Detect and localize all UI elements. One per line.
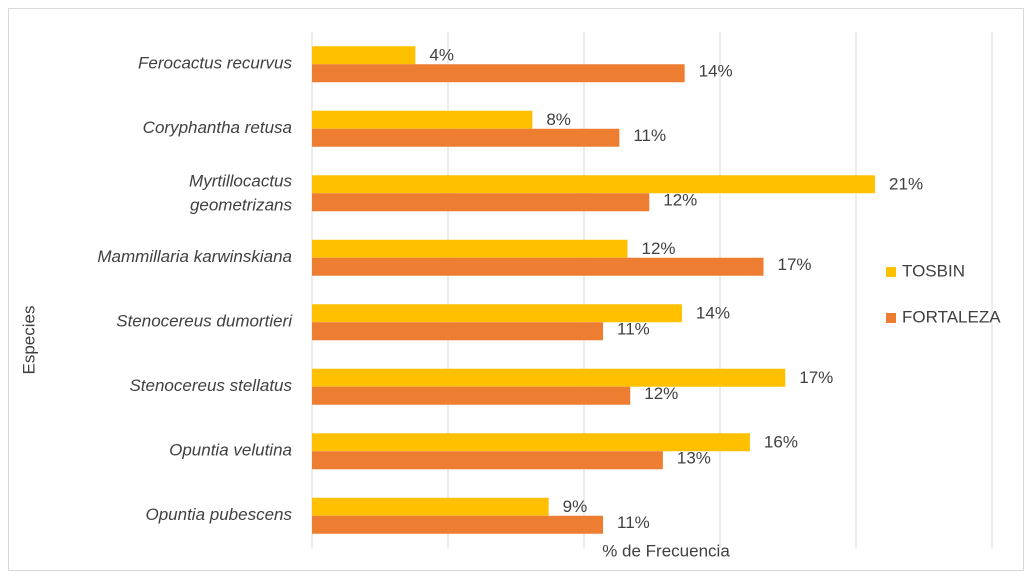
bar bbox=[312, 368, 786, 387]
bar bbox=[312, 257, 764, 276]
y-tick-label: Opuntia pubescens bbox=[146, 505, 293, 524]
bar bbox=[312, 497, 549, 516]
y-tick-label: Stenocereus dumortieri bbox=[116, 312, 293, 331]
bar bbox=[312, 433, 750, 452]
bar bbox=[312, 110, 533, 129]
bar bbox=[312, 128, 620, 147]
y-tick-label: Mammillaria karwinskiana bbox=[97, 247, 292, 266]
data-label: 11% bbox=[633, 126, 666, 145]
data-label: 14% bbox=[696, 304, 730, 323]
data-label: 12% bbox=[644, 384, 678, 403]
bar bbox=[312, 322, 604, 341]
bar bbox=[312, 515, 604, 534]
y-tick-label: Opuntia velutina bbox=[169, 441, 292, 460]
data-label: 16% bbox=[764, 433, 798, 452]
y-tick-label: Coryphantha retusa bbox=[143, 118, 292, 137]
chart-border bbox=[8, 8, 1024, 571]
label-line: Myrtillocactus bbox=[189, 172, 292, 191]
bar bbox=[312, 239, 628, 258]
data-label: 12% bbox=[642, 239, 676, 258]
data-label: 14% bbox=[699, 62, 733, 81]
legend-swatch bbox=[886, 267, 896, 277]
x-axis-label: % de Frecuencia bbox=[602, 541, 730, 560]
data-label: 13% bbox=[677, 449, 711, 468]
data-label: 17% bbox=[778, 255, 812, 274]
y-tick-label: Stenocereus stellatus bbox=[129, 376, 292, 395]
legend-swatch bbox=[886, 313, 896, 323]
data-label: 9% bbox=[563, 497, 588, 516]
data-label: 11% bbox=[617, 320, 650, 339]
bar bbox=[312, 64, 685, 83]
bar bbox=[312, 451, 663, 470]
y-axis-label: Especies bbox=[19, 306, 38, 375]
data-label: 17% bbox=[799, 368, 833, 387]
legend-label: TOSBIN bbox=[902, 261, 965, 280]
data-label: 4% bbox=[429, 46, 454, 65]
bar bbox=[312, 46, 416, 65]
y-tick-label: Myrtillocactus geometrizans bbox=[189, 172, 292, 215]
legend-label: FORTALEZA bbox=[902, 307, 1001, 326]
bar bbox=[312, 304, 682, 323]
y-tick-label: Ferocactus recurvus bbox=[138, 54, 292, 73]
bar bbox=[312, 193, 650, 212]
data-label: 21% bbox=[889, 175, 923, 194]
bar bbox=[312, 386, 631, 405]
data-label: 12% bbox=[663, 191, 697, 210]
label-line: geometrizans bbox=[190, 196, 293, 215]
data-label: 8% bbox=[546, 110, 571, 129]
bar bbox=[312, 175, 876, 194]
data-label: 11% bbox=[617, 513, 650, 532]
